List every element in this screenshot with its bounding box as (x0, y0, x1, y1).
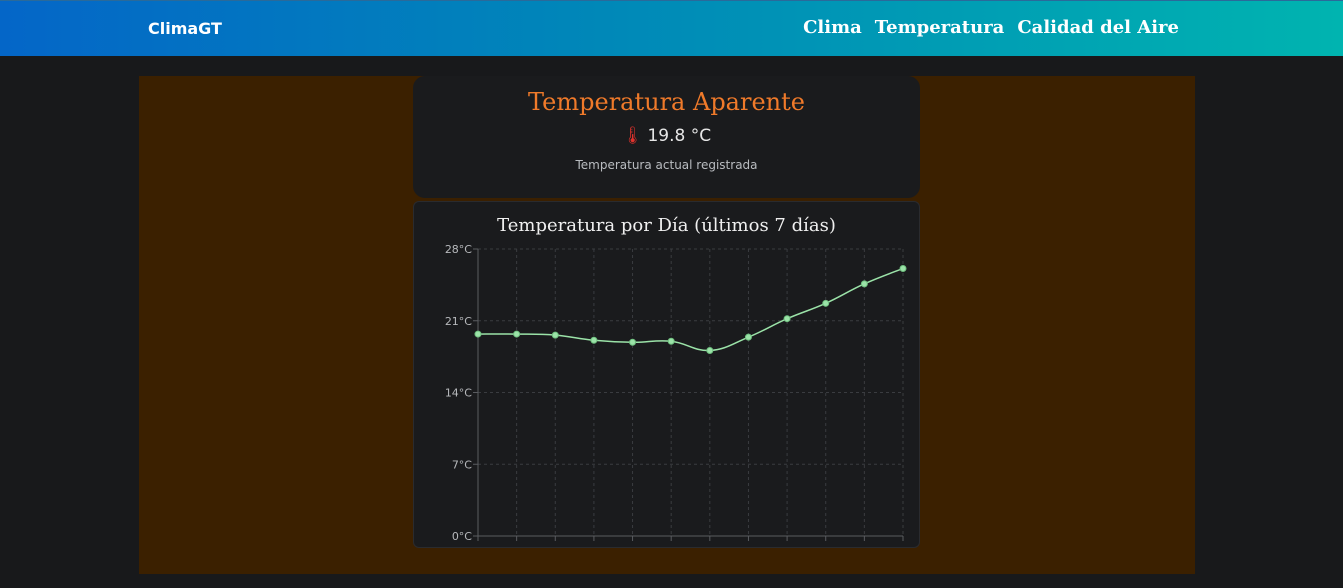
temperature-data-point (590, 336, 598, 344)
apparent-temperature-caption: Temperatura actual registrada (575, 158, 758, 172)
chart-title: Temperatura por Día (últimos 7 días) (497, 215, 836, 236)
nav-link-clima[interactable]: Clima (803, 17, 862, 38)
apparent-temperature-card: Temperatura Aparente 🌡 19.8 °C Temperatur… (413, 76, 920, 198)
y-tick-label: 14°C (445, 387, 472, 400)
temperature-data-point (551, 331, 559, 339)
brand-logo[interactable]: ClimaGT (148, 19, 222, 38)
navbar: ClimaGT Clima Temperatura Calidad del Ai… (0, 0, 1343, 56)
apparent-temperature-title: Temperatura Aparente (528, 88, 805, 116)
nav-link-calidad-aire[interactable]: Calidad del Aire (1017, 17, 1179, 38)
temperature-series-line (477, 267, 904, 352)
temperature-data-point (667, 337, 675, 345)
y-tick-label: 28°C (445, 243, 472, 256)
temperature-data-point (744, 333, 752, 341)
daily-temperature-chart-card: Temperatura por Día (últimos 7 días) 0°C… (413, 201, 920, 548)
temperature-data-point (474, 330, 482, 338)
temperature-data-point (822, 299, 830, 307)
temperature-data-point (629, 338, 637, 346)
temperature-line-chart: 0°C 7°C 14°C 21°C 28°C (445, 243, 907, 543)
apparent-temperature-value-row: 🌡 19.8 °C (413, 126, 920, 146)
temperature-data-point (513, 330, 521, 338)
temperature-data-point (860, 280, 868, 288)
temperature-data-point (899, 264, 907, 272)
y-tick-label: 7°C (452, 458, 472, 471)
y-tick-label: 0°C (452, 530, 472, 543)
y-tick-label: 21°C (445, 315, 472, 328)
temperature-data-point (783, 315, 791, 323)
nav-link-temperatura[interactable]: Temperatura (874, 17, 1005, 38)
thermometer-icon: 🌡 (621, 126, 644, 146)
apparent-temperature-value: 19.8 °C (647, 126, 712, 146)
temperature-data-point (706, 346, 714, 354)
nav-links: Clima Temperatura Calidad del Aire (803, 17, 1179, 38)
